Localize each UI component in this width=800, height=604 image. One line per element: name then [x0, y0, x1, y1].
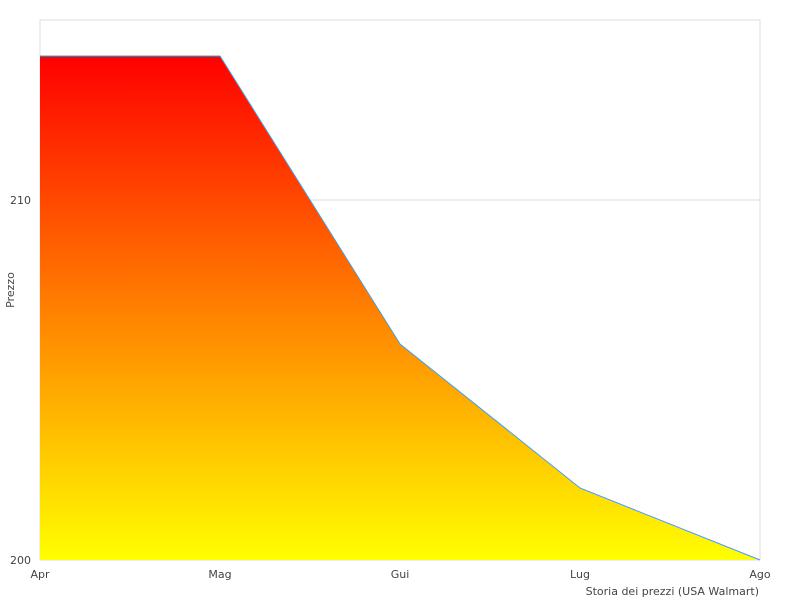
chart-caption: Storia dei prezzi (USA Walmart) — [586, 585, 759, 598]
data-point[interactable]: Gui: 206 — [397, 341, 403, 347]
data-point[interactable]: Apr: 214 — [37, 53, 43, 59]
data-point[interactable]: Lug: 202 — [577, 485, 583, 491]
y-axis-ticks: 200 210 — [10, 194, 31, 567]
data-point[interactable]: Mag: 214 — [217, 53, 223, 59]
x-axis-ticks: Apr Mag Gui Lug Ago — [30, 568, 770, 581]
x-tick-label: Ago — [749, 568, 771, 581]
x-tick-label: Mag — [208, 568, 231, 581]
y-tick-label: 210 — [10, 194, 31, 207]
y-axis-label: Prezzo — [4, 272, 17, 308]
area-series: Apr: 214 Mag: 214 Gui: 206 Lug: 202 Ago: 200 — [37, 53, 763, 563]
area-fill — [40, 56, 760, 560]
x-tick-label: Gui — [391, 568, 410, 581]
x-tick-label: Apr — [30, 568, 50, 581]
x-tick-label: Lug — [570, 568, 590, 581]
series-line — [40, 55, 761, 561]
y-tick-label: 200 — [10, 554, 31, 567]
data-point[interactable]: Ago: 200 — [757, 557, 763, 563]
